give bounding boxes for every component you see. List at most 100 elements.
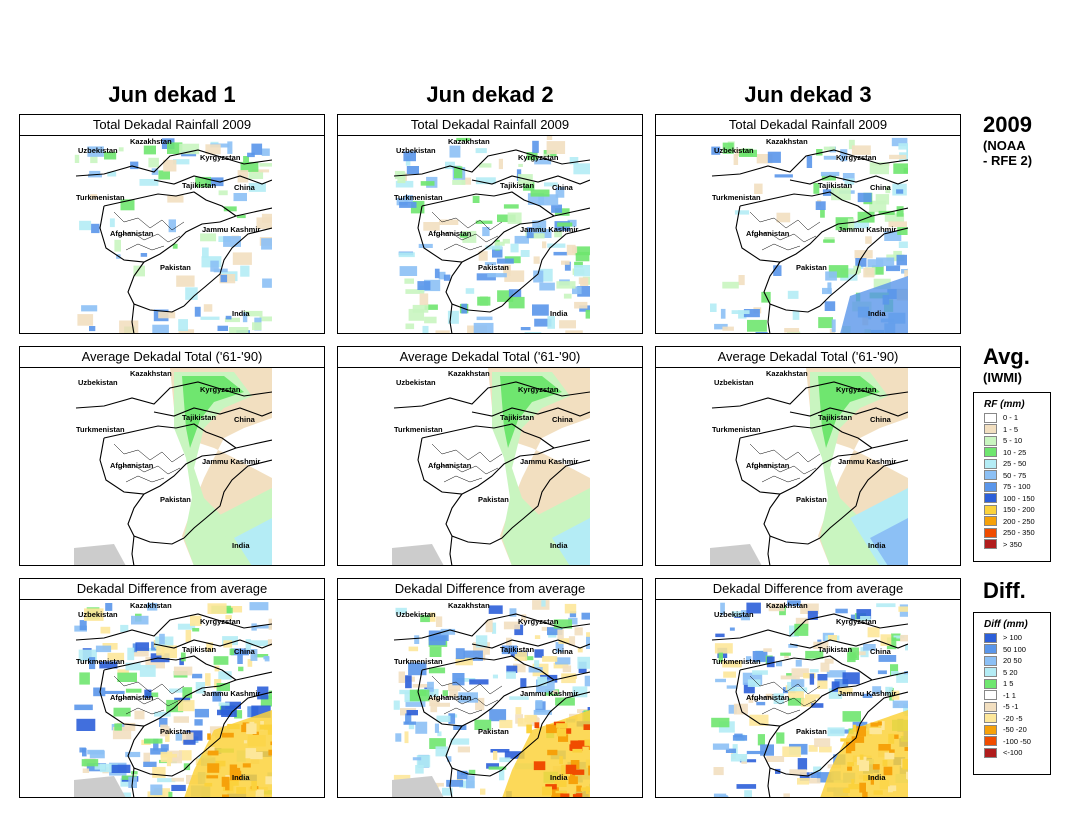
legend-label: -20 -5 [1003, 713, 1023, 723]
map-label-tajikistan: Tajikistan [818, 181, 852, 190]
map-label-uzbekistan: Uzbekistan [396, 146, 436, 155]
legend-label: 250 - 350 [1003, 528, 1035, 538]
row-subtitle-average-source: (IWMI) [983, 370, 1022, 385]
legend-label: -100 -50 [1003, 736, 1031, 746]
map-label-kyrgyzstan: Kyrgyzstan [518, 153, 559, 162]
legend-label: 1 - 5 [1003, 424, 1019, 434]
row-title-difference: Diff. [983, 578, 1026, 603]
legend-label: 50 100 [1003, 644, 1026, 654]
panel-title: Average Dekadal Total ('61-'90) [656, 347, 960, 368]
panel-title: Average Dekadal Total ('61-'90) [20, 347, 324, 368]
legend-swatch [984, 424, 997, 435]
map-field: Kazakhstan Uzbekistan Kyrgyzstan Tajikistan… [710, 600, 908, 797]
map-label-afghanistan: Afghanistan [428, 693, 472, 702]
map-panel-r2-c1: Average Dekadal Total ('61-'90) Kazakhsta… [19, 346, 325, 566]
map-area: Kazakhstan Uzbekistan Kyrgyzstan Tajikistan… [392, 600, 590, 797]
map-label-china: China [870, 415, 892, 424]
map-label-india: India [868, 309, 886, 318]
map-label-uzbekistan: Uzbekistan [714, 378, 754, 387]
map-label-kyrgyzstan: Kyrgyzstan [836, 617, 877, 626]
map-label-kazakhstan: Kazakhstan [130, 137, 172, 146]
map-panel-r3-c1: Dekadal Difference from average Kazakhsta… [19, 578, 325, 798]
map-label-tajikistan: Tajikistan [500, 645, 534, 654]
map-label-china: China [870, 647, 892, 656]
legend-label: -50 -20 [1003, 725, 1027, 735]
map-label-tajikistan: Tajikistan [182, 181, 216, 190]
map-label-kazakhstan: Kazakhstan [448, 369, 490, 378]
map-label-china: China [552, 183, 574, 192]
map-label-kyrgyzstan: Kyrgyzstan [518, 385, 559, 394]
legend-item: -20 -5 [974, 713, 1050, 725]
column-header-dekad-1: Jun dekad 1 [108, 82, 236, 107]
map-label-turkmenistan: Turkmenistan [76, 193, 125, 202]
panel-title: Dekadal Difference from average [20, 579, 324, 600]
legend-item: 1 5 [974, 678, 1050, 690]
legend-swatch [984, 470, 997, 481]
legend-swatch [984, 690, 997, 701]
map-label-kyrgyzstan: Kyrgyzstan [836, 385, 877, 394]
map-label-turkmenistan: Turkmenistan [394, 657, 443, 666]
legend-item: -50 -20 [974, 724, 1050, 736]
difference-legend: Diff (mm) > 100 50 100 20 50 5 20 1 5 -1 1 -5 … [973, 612, 1051, 775]
panel-title: Dekadal Difference from average [656, 579, 960, 600]
panel-title: Total Dekadal Rainfall 2009 [20, 115, 324, 136]
map-label-jammu-kashmir: Jammu Kashmir [520, 457, 578, 466]
legend-label: 1 5 [1003, 679, 1014, 689]
legend-label: 25 - 50 [1003, 459, 1027, 469]
map-label-pakistan: Pakistan [478, 727, 509, 736]
column-header-dekad-2: Jun dekad 2 [426, 82, 554, 107]
map-panel-r1-c2: Total Dekadal Rainfall 2009 Kazakhstan Uzb… [337, 114, 643, 334]
map-label-jammu-kashmir: Jammu Kashmir [202, 457, 260, 466]
legend-item: -5 -1 [974, 701, 1050, 713]
map-label-tajikistan: Tajikistan [182, 413, 216, 422]
map-label-tajikistan: Tajikistan [818, 413, 852, 422]
legend-label: 150 - 200 [1003, 505, 1035, 515]
map-label-kazakhstan: Kazakhstan [766, 601, 808, 610]
panel-title: Total Dekadal Rainfall 2009 [338, 115, 642, 136]
map-label-jammu-kashmir: Jammu Kashmir [520, 689, 578, 698]
map-label-turkmenistan: Turkmenistan [394, 425, 443, 434]
map-area: Kazakhstan Uzbekistan Kyrgyzstan Tajikistan… [74, 368, 272, 565]
legend-swatch [984, 632, 997, 643]
map-field: Kazakhstan Uzbekistan Kyrgyzstan Tajikistan… [710, 136, 908, 333]
map-label-jammu-kashmir: Jammu Kashmir [520, 225, 578, 234]
legend-item: 200 - 250 [974, 516, 1050, 528]
legend-item: > 100 [974, 632, 1050, 644]
panel-title: Average Dekadal Total ('61-'90) [338, 347, 642, 368]
map-field: Kazakhstan Uzbekistan Kyrgyzstan Tajikistan… [392, 368, 590, 565]
legend-label: <-100 [1003, 748, 1023, 758]
legend-label: > 350 [1003, 539, 1022, 549]
map-label-kyrgyzstan: Kyrgyzstan [836, 153, 877, 162]
legend-item: 1 - 5 [974, 424, 1050, 436]
map-label-afghanistan: Afghanistan [110, 461, 154, 470]
legend-label: 5 - 10 [1003, 436, 1023, 446]
legend-swatch [984, 644, 997, 655]
map-label-afghanistan: Afghanistan [428, 461, 472, 470]
legend-item: 0 - 1 [974, 412, 1050, 424]
map-area: Kazakhstan Uzbekistan Kyrgyzstan Tajikistan… [392, 368, 590, 565]
map-label-turkmenistan: Turkmenistan [76, 657, 125, 666]
map-label-afghanistan: Afghanistan [428, 229, 472, 238]
map-area: Kazakhstan Uzbekistan Kyrgyzstan Tajikistan… [710, 136, 908, 333]
rainfall-legend-title: RF (mm) [984, 399, 1025, 410]
map-panel-r2-c2: Average Dekadal Total ('61-'90) Kazakhsta… [337, 346, 643, 566]
legend-swatch [984, 747, 997, 758]
map-label-tajikistan: Tajikistan [818, 645, 852, 654]
legend-item: 5 20 [974, 667, 1050, 679]
legend-label: 20 50 [1003, 656, 1022, 666]
map-label-turkmenistan: Turkmenistan [394, 193, 443, 202]
legend-label: 100 - 150 [1003, 493, 1035, 503]
map-label-tajikistan: Tajikistan [500, 181, 534, 190]
map-panel-r1-c1: Total Dekadal Rainfall 2009 Kazakhstan Uzb… [19, 114, 325, 334]
map-label-jammu-kashmir: Jammu Kashmir [838, 457, 896, 466]
map-label-kyrgyzstan: Kyrgyzstan [200, 385, 241, 394]
legend-item: 250 - 350 [974, 527, 1050, 539]
map-label-uzbekistan: Uzbekistan [78, 610, 118, 619]
map-label-afghanistan: Afghanistan [746, 461, 790, 470]
map-label-afghanistan: Afghanistan [110, 693, 154, 702]
legend-swatch [984, 527, 997, 538]
legend-swatch [984, 539, 997, 550]
map-label-india: India [232, 309, 250, 318]
legend-swatch [984, 713, 997, 724]
map-panel-r2-c3: Average Dekadal Total ('61-'90) Kazakhsta… [655, 346, 961, 566]
